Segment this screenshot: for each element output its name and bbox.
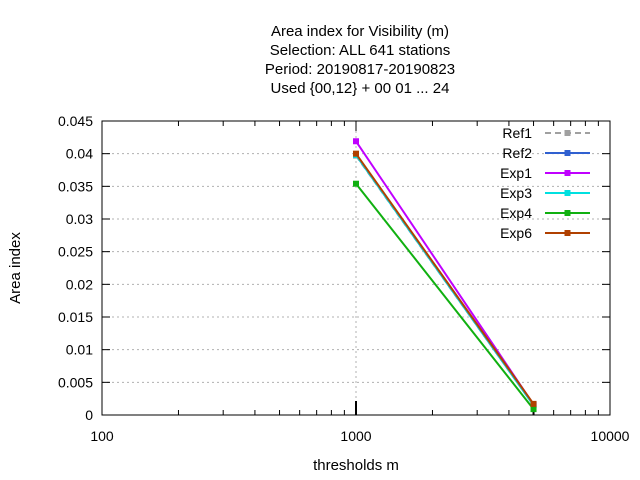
y-tick-label: 0.01 — [66, 342, 93, 358]
legend-label: Exp4 — [500, 205, 532, 221]
y-tick-label: 0.025 — [58, 244, 93, 260]
y-axis-ticks: 0 0.005 0.01 0.015 0.02 0.025 0.03 0.035 0.04 0.0… — [58, 113, 610, 423]
y-tick-label: 0.015 — [58, 309, 93, 325]
legend-label: Exp3 — [500, 185, 532, 201]
y-tick-label: 0.035 — [58, 178, 93, 194]
y-tick-label: 0.03 — [66, 211, 93, 227]
y-tick-label: 0.04 — [66, 146, 93, 162]
data-point — [353, 150, 359, 157]
y-tick-label: 0 — [85, 407, 93, 423]
series-line — [355, 183, 535, 410]
y-axis-label: Area index — [7, 232, 24, 304]
data-point — [353, 180, 359, 187]
x-tick-label: 100 — [90, 428, 114, 444]
y-tick-label: 0.045 — [58, 113, 93, 129]
x-axis-label: thresholds m — [313, 457, 399, 474]
y-tick-label: 0.005 — [58, 374, 93, 390]
legend: Ref1 Ref2 Exp1 Exp3 Exp4 Exp6 — [500, 125, 590, 241]
y-tick-label: 0.02 — [66, 276, 93, 292]
series-exp4 — [353, 180, 537, 413]
chart-title-line: Period: 20190817-20190823 — [265, 61, 455, 78]
legend-marker — [564, 190, 571, 196]
x-tick-label: 10000 — [591, 428, 630, 444]
grid — [102, 121, 610, 415]
series-exp6 — [353, 150, 537, 407]
plot-frame — [101, 120, 611, 416]
legend-marker — [564, 230, 571, 236]
legend-marker — [564, 170, 571, 176]
data-point — [353, 138, 359, 145]
legend-marker — [564, 130, 571, 136]
chart-title: Area index for Visibility (m) Selection: … — [265, 23, 455, 97]
legend-label: Ref2 — [502, 145, 532, 161]
chart-title-line: Area index for Visibility (m) — [271, 23, 449, 40]
chart-title-line: Selection: ALL 641 stations — [270, 42, 450, 59]
legend-label: Exp1 — [500, 165, 532, 181]
series — [353, 138, 537, 413]
chart-title-line: Used {00,12} + 00 01 ... 24 — [271, 80, 450, 97]
data-point — [530, 400, 537, 407]
x-axis-ticks: 100 1000 10000 — [90, 121, 630, 444]
series-line — [355, 153, 535, 405]
legend-label: Ref1 — [502, 125, 532, 141]
legend-label: Exp6 — [500, 225, 532, 241]
data-point — [530, 406, 537, 413]
legend-marker — [564, 150, 571, 156]
x-tick-label: 1000 — [340, 428, 371, 444]
legend-marker — [564, 210, 571, 216]
